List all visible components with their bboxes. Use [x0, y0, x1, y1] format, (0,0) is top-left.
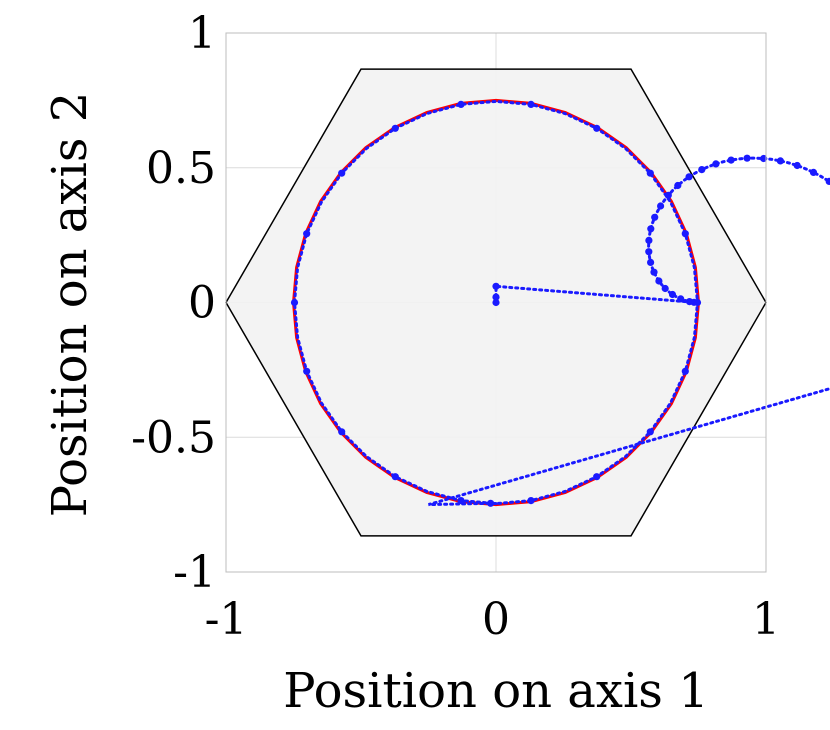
y-tick-label: -1: [173, 547, 216, 598]
trajectory-point: [743, 154, 751, 162]
trajectory-point: [727, 156, 735, 164]
trajectory-point: [646, 428, 654, 436]
trajectory-point: [645, 248, 653, 256]
plot-area: [225, 32, 830, 573]
trajectory-point: [391, 124, 399, 132]
y-tick-label: -0.5: [131, 412, 216, 463]
trajectory-point: [593, 473, 601, 481]
trajectory-point: [338, 169, 346, 177]
y-tick-labels: -1 -0.5 0 0.5 1: [131, 8, 216, 598]
trajectory-point: [712, 160, 720, 168]
trajectory-point: [527, 497, 535, 505]
trajectory-point: [647, 258, 655, 266]
trajectory-point: [693, 298, 702, 307]
y-tick-label: 0: [188, 278, 216, 329]
trajectory-point: [681, 367, 689, 375]
trajectory-point: [457, 497, 465, 505]
trajectory-point: [760, 154, 768, 163]
trajectory-point: [527, 100, 535, 108]
trajectory-point: [391, 473, 399, 481]
trajectory-point: [655, 277, 663, 285]
trajectory-point: [290, 298, 299, 307]
trajectory-point: [492, 293, 500, 301]
trajectory-point: [650, 268, 658, 276]
trajectory-point: [646, 169, 654, 177]
trajectory-point: [825, 177, 830, 185]
trajectory-point: [809, 168, 818, 176]
trajectory-point: [668, 290, 677, 299]
trajectory-point: [651, 213, 659, 221]
trajectory-point: [677, 295, 685, 303]
trajectory-point: [685, 298, 694, 306]
x-tick-label: 1: [752, 594, 780, 645]
trajectory-point: [647, 225, 655, 233]
trajectory-point: [657, 202, 665, 210]
trajectory-point: [776, 157, 785, 165]
series-layer: [290, 98, 830, 507]
trajectory-point: [664, 191, 672, 199]
trajectory-point: [698, 166, 706, 174]
trajectory-point: [303, 230, 311, 238]
trajectory-point: [492, 298, 500, 307]
x-tick-label: 0: [482, 594, 510, 645]
trajectory-point: [661, 284, 669, 293]
x-tick-labels: -1 0 1: [205, 594, 780, 645]
trajectory-point: [338, 428, 346, 436]
trajectory-point: [685, 173, 693, 181]
x-axis-label: Position on axis 1: [283, 663, 708, 719]
trajectory-point: [457, 100, 465, 108]
trajectory-point: [674, 181, 682, 190]
trajectory-point: [487, 499, 495, 507]
trajectory-point: [645, 236, 653, 244]
plot-frame: [225, 32, 767, 573]
trajectory-point: [793, 161, 801, 170]
x-tick-label: -1: [205, 594, 248, 645]
trajectory-point: [303, 367, 311, 375]
trajectory-point: [681, 230, 689, 238]
y-tick-label: 1: [188, 8, 216, 59]
trajectory-point: [593, 124, 601, 132]
y-tick-label: 0.5: [146, 143, 216, 194]
trajectory-point: [492, 282, 500, 290]
y-axis-label: Position on axis 2: [42, 92, 98, 517]
